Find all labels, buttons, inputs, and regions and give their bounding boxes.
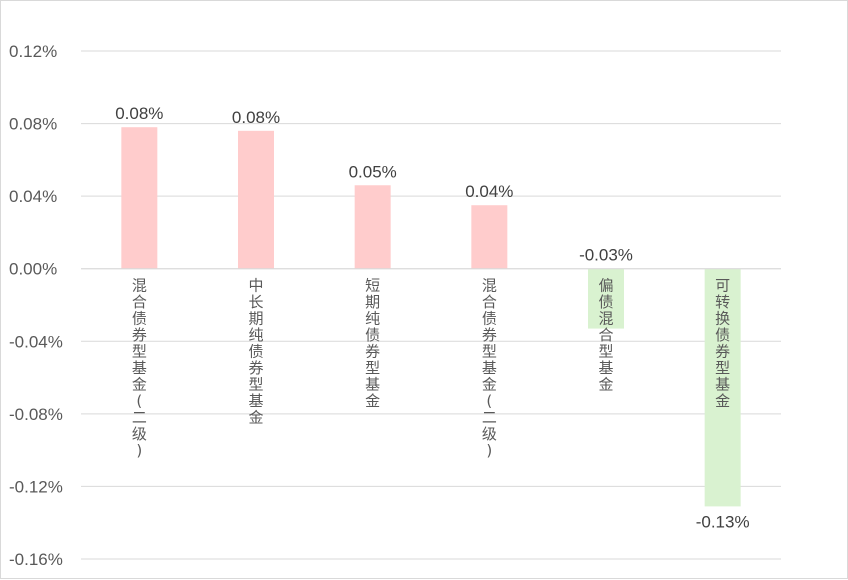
category-label: 混合债券型基金(二级) [132, 277, 147, 460]
bar-4 [471, 205, 508, 269]
bar-5 [588, 268, 624, 329]
data-label: 0.04% [465, 182, 513, 201]
y-tick-label: -0.08% [9, 405, 63, 424]
y-tick-label: 0.08% [9, 115, 57, 134]
y-tick-label: 0.00% [9, 260, 57, 279]
y-tick-label: 0.12% [9, 42, 57, 61]
data-label: 0.08% [232, 108, 280, 127]
bar-1 [121, 127, 158, 269]
data-label: -0.03% [579, 246, 633, 265]
y-tick-label: 0.04% [9, 187, 57, 206]
y-tick-label: -0.12% [9, 477, 63, 496]
data-label: -0.13% [696, 512, 750, 531]
y-tick-label: -0.16% [9, 550, 63, 569]
bar-2 [238, 130, 274, 269]
data-label: 0.08% [115, 104, 163, 123]
data-label: 0.05% [349, 162, 397, 181]
category-label: 短期纯债券型基金 [365, 277, 380, 411]
category-label: 可转换债券型基金 [715, 277, 730, 411]
category-label: 中长期纯债券型基金 [248, 277, 263, 427]
bar-6 [704, 268, 741, 507]
y-tick-label: -0.04% [9, 332, 63, 351]
bar-3 [354, 185, 391, 269]
category-label: 偏债混合型基金 [598, 277, 613, 394]
category-label: 混合债券型基金(二级) [482, 277, 497, 460]
